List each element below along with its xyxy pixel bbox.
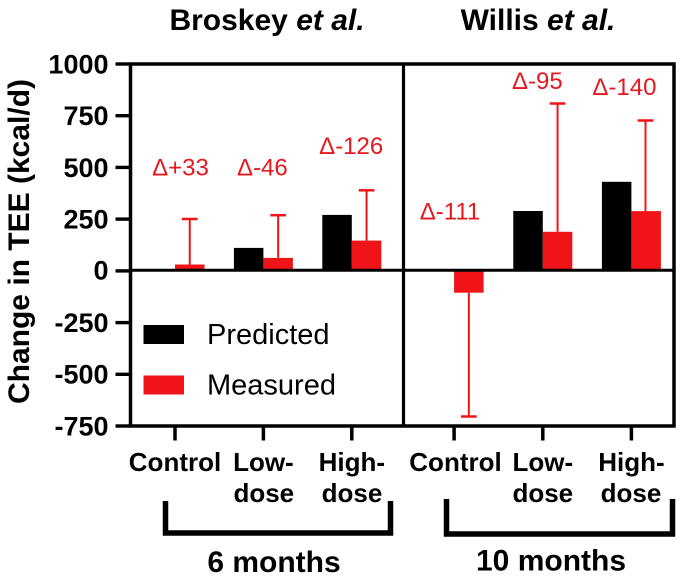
svg-text:Δ-111: Δ-111 (420, 199, 481, 226)
svg-text:Low-: Low- (512, 447, 573, 477)
svg-text:10 months: 10 months (476, 545, 626, 577)
svg-text:6 months: 6 months (207, 546, 340, 577)
svg-text:Δ-95: Δ-95 (512, 68, 563, 95)
svg-text:High-: High- (598, 447, 664, 477)
svg-text:-750: -750 (54, 411, 108, 441)
svg-text:Control: Control (409, 447, 501, 477)
svg-text:Δ+33: Δ+33 (152, 155, 209, 182)
svg-text:-250: -250 (54, 308, 108, 338)
svg-text:-500: -500 (54, 360, 108, 390)
svg-text:1000: 1000 (48, 49, 108, 79)
svg-text:dose: dose (233, 478, 294, 508)
svg-text:0: 0 (93, 256, 108, 286)
svg-text:Broskey et al.: Broskey et al. (169, 4, 364, 37)
svg-text:Change in TEE (kcal/d): Change in TEE (kcal/d) (3, 79, 36, 404)
svg-text:dose: dose (512, 478, 573, 508)
svg-text:High-: High- (319, 447, 385, 477)
svg-text:dose: dose (322, 478, 383, 508)
svg-text:250: 250 (63, 205, 108, 235)
svg-text:Δ-140: Δ-140 (592, 74, 656, 101)
svg-text:Δ-46: Δ-46 (237, 155, 288, 182)
svg-text:Low-: Low- (233, 447, 294, 477)
svg-text:Measured: Measured (207, 370, 336, 402)
svg-text:750: 750 (63, 101, 108, 131)
svg-text:500: 500 (63, 153, 108, 183)
svg-text:Δ-126: Δ-126 (319, 133, 383, 160)
svg-text:Control: Control (129, 447, 221, 477)
svg-text:dose: dose (601, 478, 662, 508)
svg-text:Willis et al.: Willis et al. (461, 4, 616, 37)
svg-text:Predicted: Predicted (207, 319, 330, 351)
